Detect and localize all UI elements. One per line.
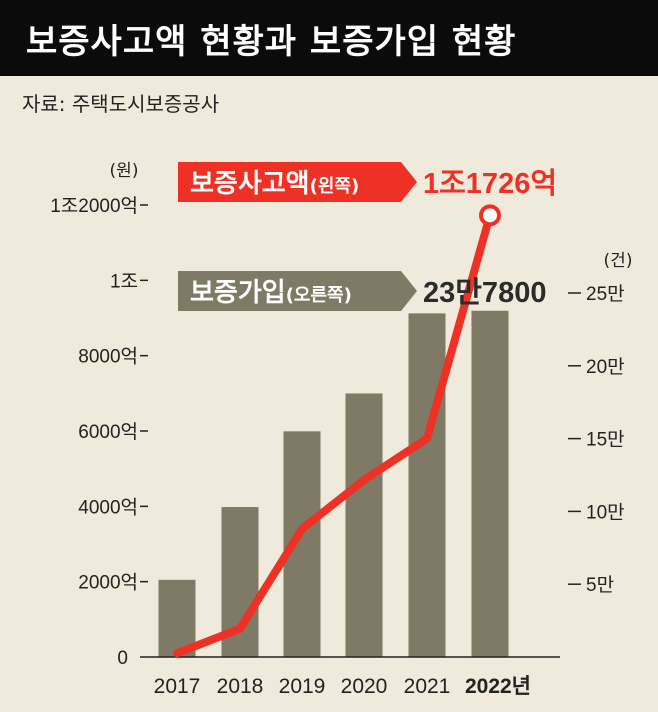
x-tick-label: 2019 [279,675,326,698]
right-tick-label: 20만 [586,356,625,378]
left-tick-label: 2000억 [78,572,138,594]
x-tick-label: 2022년 [465,675,531,698]
bar [471,310,509,657]
legend-accident-box [178,162,393,202]
legend-subscription-value: 23만7800 [423,276,546,309]
left-tick-label: 1조2000억 [50,195,138,217]
legend-accident-label: 보증사고액(왼쪽) [190,169,359,199]
right-axis-unit: (건) [604,251,633,271]
right-tick-label: 10만 [586,501,625,523]
line-end-marker [479,204,501,227]
x-tick-label: 2017 [154,675,201,698]
x-tick-label: 2018 [217,675,264,698]
right-tick-label: 25만 [586,283,625,305]
right-axis: 5만 10만 15만 20만 25만 (건) [568,251,632,596]
left-tick-label: 4000억 [78,496,138,518]
left-tick-label: 8000억 [78,346,138,368]
bar [158,579,196,657]
left-tick-label: 1조 [110,271,138,292]
line-series [173,204,501,658]
chart-title: 보증사고액 현황과 보증가입 현황 [0,0,658,76]
right-tick-label: 15만 [586,429,625,451]
legend-subscription-arrow [393,271,417,311]
legend-subscription-box [178,271,393,311]
left-axis: 0 2000억 4000억 6000억 8000억 1조 1조2000억 (원) [50,161,148,669]
right-tick-label: 5만 [586,574,614,596]
x-tick-label: 2020 [341,675,388,698]
legend-accident-arrow [393,162,417,202]
left-tick-label: 0 [117,648,128,669]
left-axis-unit: (원) [110,161,139,181]
source-note: 자료: 주택도시보증공사 [22,92,220,116]
x-axis-labels: 2017 2018 2019 2020 2021 2022년 [154,675,531,698]
left-tick-label: 6000억 [78,421,138,443]
legend-subscription-label: 보증가입(오른쪽) [190,278,352,308]
bar [345,393,383,657]
bar [408,313,446,657]
line-path [173,211,494,658]
bar-series [158,310,509,657]
legend-accident-value: 1조1726억 [423,167,557,200]
x-tick-label: 2021 [404,675,451,698]
